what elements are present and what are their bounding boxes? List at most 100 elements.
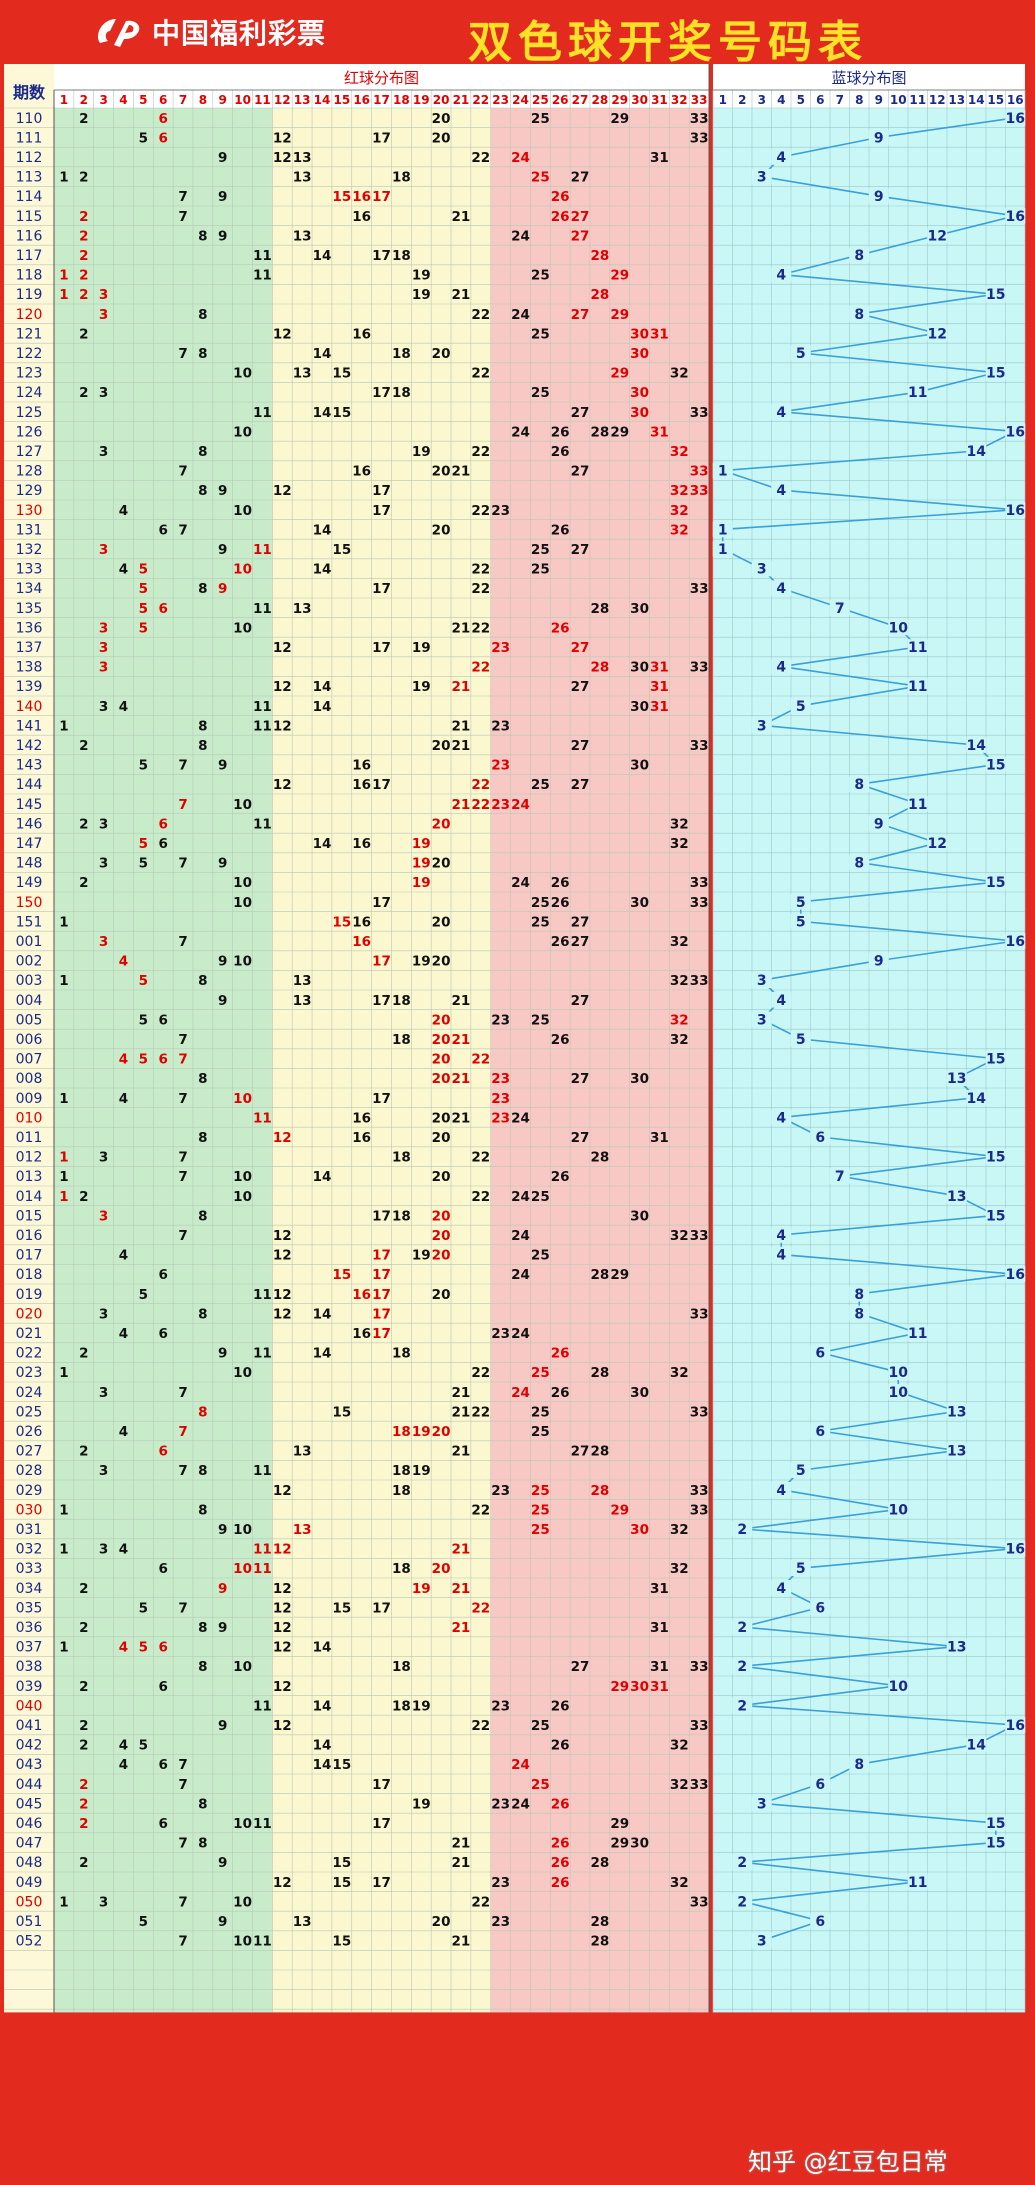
red-ball-number: 17 — [372, 1326, 391, 1342]
red-ball-number: 33 — [690, 1659, 709, 1675]
red-ball-number: 1 — [59, 1894, 68, 1910]
red-column-number: 14 — [314, 93, 331, 107]
issue-number: 012 — [16, 1150, 43, 1166]
red-ball-number: 27 — [571, 1659, 590, 1675]
red-ball-number: 20 — [432, 1287, 451, 1303]
red-ball-number: 28 — [590, 601, 609, 617]
blue-ball-bg — [985, 1050, 1006, 1067]
blue-ball-bg — [907, 1874, 928, 1890]
blue-column-number: 14 — [968, 93, 985, 107]
blue-ball-number: 4 — [776, 483, 786, 499]
blue-ball-number: 4 — [776, 150, 786, 166]
red-ball-number: 12 — [273, 1640, 292, 1656]
red-column-number: 1 — [60, 93, 68, 107]
red-ball-number: 31 — [650, 1659, 669, 1675]
red-ball-number: 24 — [511, 150, 530, 166]
red-ball-number: 32 — [670, 503, 689, 519]
red-ball-number: 33 — [690, 130, 709, 146]
issue-number: 149 — [16, 875, 43, 891]
red-ball-number: 10 — [233, 1189, 252, 1205]
red-ball-number: 12 — [273, 1875, 292, 1891]
red-ball-number: 3 — [99, 1306, 108, 1322]
red-ball-number: 21 — [452, 1032, 471, 1048]
red-ball-number: 12 — [273, 483, 292, 499]
issue-number: 037 — [16, 1640, 43, 1656]
blue-ball-bg — [849, 1305, 870, 1322]
red-ball-number: 22 — [471, 503, 490, 519]
red-column-number: 9 — [219, 93, 227, 107]
red-ball-number: 8 — [198, 1404, 207, 1420]
blue-ball-bg — [1005, 110, 1026, 126]
lottery-distribution-chart: 期数 红球分布图 蓝球分布图 1 2 3 4 5 6 7 8 9 10 11 12 13 14 15 16 17 18 1… — [0, 64, 1035, 2185]
blue-ball-number: 2 — [737, 1659, 747, 1675]
blue-ball-number: 15 — [986, 287, 1005, 303]
blue-ball-bg — [751, 1795, 772, 1812]
red-ball-number: 5 — [139, 562, 148, 578]
red-ball-number: 15 — [332, 914, 351, 930]
red-ball-number: 20 — [432, 522, 451, 538]
red-ball-number: 17 — [372, 1816, 391, 1832]
red-ball-number: 25 — [531, 111, 550, 127]
red-ball-number: 14 — [313, 1698, 332, 1714]
blue-ball-bg — [790, 894, 811, 910]
red-ball-number: 15 — [332, 1875, 351, 1891]
issue-column-bg — [4, 64, 54, 2013]
red-ball-number: 2 — [79, 1444, 88, 1460]
blue-ball-bg — [771, 266, 792, 283]
red-ball-number: 29 — [610, 268, 629, 284]
red-ball-number: 8 — [198, 483, 207, 499]
red-ball-number: 21 — [452, 1404, 471, 1420]
issue-number: 128 — [16, 464, 43, 480]
red-ball-number: 28 — [590, 1365, 609, 1381]
red-ball-number: 32 — [670, 1032, 689, 1048]
red-ball-number: 7 — [178, 1463, 187, 1479]
red-ball-number: 8 — [198, 1620, 207, 1636]
blue-ball-bg — [985, 364, 1006, 381]
blue-ball-bg — [907, 678, 928, 694]
red-ball-number: 22 — [471, 1894, 490, 1910]
red-ball-number: 11 — [253, 1463, 272, 1479]
red-ball-number: 14 — [313, 1640, 332, 1656]
red-ball-number: 8 — [198, 1502, 207, 1518]
red-ball-number: 20 — [432, 914, 451, 930]
red-ball-number: 10 — [233, 875, 252, 891]
issue-number: 014 — [16, 1189, 43, 1205]
red-ball-number: 29 — [610, 1679, 629, 1695]
blue-ball-number: 4 — [776, 1228, 786, 1244]
red-ball-number: 21 — [452, 1934, 471, 1950]
blue-ball-number: 4 — [776, 581, 786, 597]
red-ball-number: 19 — [412, 1248, 431, 1264]
issue-number: 046 — [16, 1816, 43, 1832]
red-ball-number: 21 — [452, 1110, 471, 1126]
red-ball-number: 5 — [139, 1738, 148, 1754]
red-ball-number: 1 — [59, 718, 68, 734]
blue-ball-number: 11 — [908, 640, 927, 656]
issue-number: 136 — [16, 620, 43, 636]
issue-number: 035 — [16, 1600, 43, 1616]
red-ball-number: 28 — [590, 424, 609, 440]
red-ball-number: 26 — [551, 1698, 570, 1714]
issue-number: 030 — [16, 1502, 43, 1518]
red-ball-number: 20 — [432, 1914, 451, 1930]
red-ball-number: 20 — [432, 1052, 451, 1068]
issue-number: 113 — [16, 170, 43, 186]
red-ball-number: 16 — [352, 914, 371, 930]
red-ball-number: 7 — [178, 1600, 187, 1616]
blue-ball-bg — [790, 345, 811, 361]
issue-header: 期数 — [13, 83, 46, 102]
red-ball-number: 32 — [670, 816, 689, 832]
red-ball-number: 16 — [352, 836, 371, 852]
red-ball-number: 4 — [119, 503, 128, 519]
red-ball-number: 18 — [392, 1463, 411, 1479]
issue-number: 049 — [16, 1875, 43, 1891]
red-ball-number: 14 — [313, 1738, 332, 1754]
red-ball-number: 33 — [690, 581, 709, 597]
red-ball-number: 19 — [412, 287, 431, 303]
red-ball-number: 18 — [392, 346, 411, 362]
issue-number: 009 — [16, 1091, 43, 1107]
blue-ball-bg — [1005, 1717, 1026, 1733]
red-ball-number: 16 — [352, 209, 371, 225]
red-ball-number: 32 — [670, 1365, 689, 1381]
red-ball-number: 10 — [233, 895, 252, 911]
red-distribution-header: 红球分布图 — [344, 69, 419, 87]
